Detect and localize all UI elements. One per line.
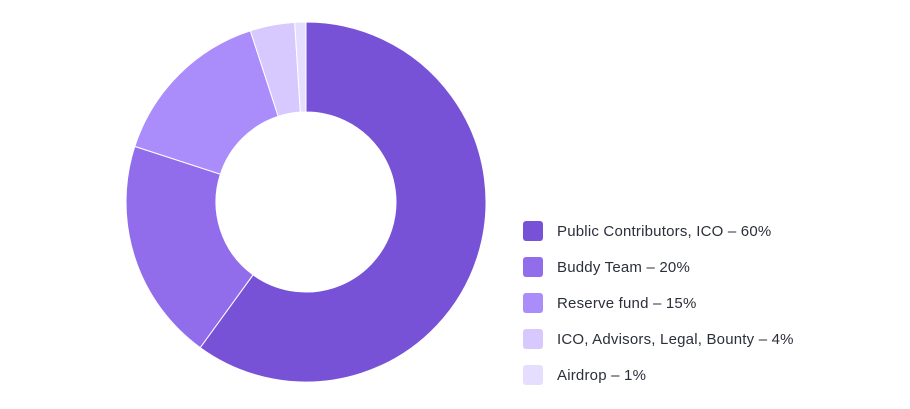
legend-swatch-reserve-fund <box>523 293 543 313</box>
slice-buddy-team <box>125 145 254 349</box>
legend-label-airdrop: Airdrop – 1% <box>557 366 647 384</box>
legend-swatch-airdrop <box>523 365 543 385</box>
chart-legend: Public Contributors, ICO – 60% Buddy Tea… <box>523 213 794 393</box>
slice-airdrop <box>294 21 307 113</box>
legend-item-advisors-legal-bounty: ICO, Advisors, Legal, Bounty – 4% <box>523 321 794 357</box>
legend-label-reserve-fund: Reserve fund – 15% <box>557 294 697 312</box>
legend-item-reserve-fund: Reserve fund – 15% <box>523 285 794 321</box>
legend-label-public-contributors: Public Contributors, ICO – 60% <box>557 222 772 240</box>
slice-reserve-fund <box>134 30 279 175</box>
slice-public-contributors-ico <box>199 21 487 383</box>
legend-label-advisors-legal-bounty: ICO, Advisors, Legal, Bounty – 4% <box>557 330 794 348</box>
legend-item-public-contributors: Public Contributors, ICO – 60% <box>523 213 794 249</box>
legend-swatch-buddy-team <box>523 257 543 277</box>
legend-item-airdrop: Airdrop – 1% <box>523 357 794 393</box>
legend-swatch-advisors-legal-bounty <box>523 329 543 349</box>
legend-item-buddy-team: Buddy Team – 20% <box>523 249 794 285</box>
legend-swatch-public-contributors <box>523 221 543 241</box>
legend-label-buddy-team: Buddy Team – 20% <box>557 258 691 276</box>
